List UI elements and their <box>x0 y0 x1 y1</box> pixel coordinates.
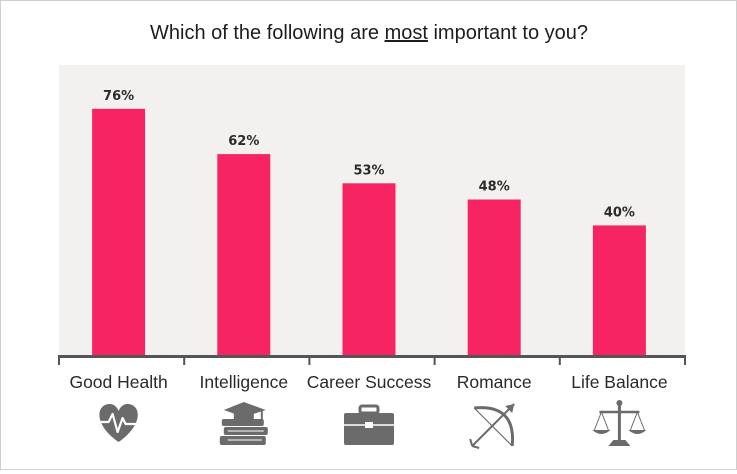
value-label: 62% <box>228 134 259 149</box>
axis-tick <box>58 355 60 365</box>
axis-tick <box>558 355 561 365</box>
axis-line <box>59 355 685 358</box>
category-label: Romance <box>457 372 532 392</box>
title-part-3: important to you? <box>428 22 588 44</box>
bar-romance <box>467 199 521 355</box>
bars-group: 76% 62% 53% 48% 40% <box>92 89 646 355</box>
value-label: 40% <box>604 205 635 220</box>
books-graduation-cap-icon <box>219 402 268 445</box>
chart-title: Which of the following are most importan… <box>150 22 588 44</box>
bow-and-arrow-icon <box>469 403 515 449</box>
value-label: 53% <box>353 163 384 178</box>
bar-good-health <box>92 108 146 355</box>
axis-tick <box>433 355 436 365</box>
bar-intelligence <box>217 154 271 355</box>
axis-tick <box>684 355 686 365</box>
axis-tick <box>308 355 311 365</box>
title-part-1: Which of the following are <box>150 22 385 44</box>
heart-rate-icon <box>98 404 139 442</box>
x-axis: Good Health Intelligence Career Success Rom… <box>58 355 686 392</box>
bar-career-success <box>342 183 396 355</box>
axis-tick <box>183 355 186 365</box>
category-label: Life Balance <box>571 372 667 392</box>
bar-life-balance <box>592 225 646 355</box>
category-icons <box>98 400 647 449</box>
value-label: 76% <box>103 89 134 104</box>
category-label: Career Success <box>307 372 432 392</box>
category-label: Intelligence <box>200 372 289 392</box>
balance-scale-icon <box>592 400 647 446</box>
briefcase-icon <box>344 404 394 445</box>
category-label: Good Health <box>69 372 167 392</box>
value-label: 48% <box>479 180 510 195</box>
title-emphasis: most <box>385 22 429 44</box>
